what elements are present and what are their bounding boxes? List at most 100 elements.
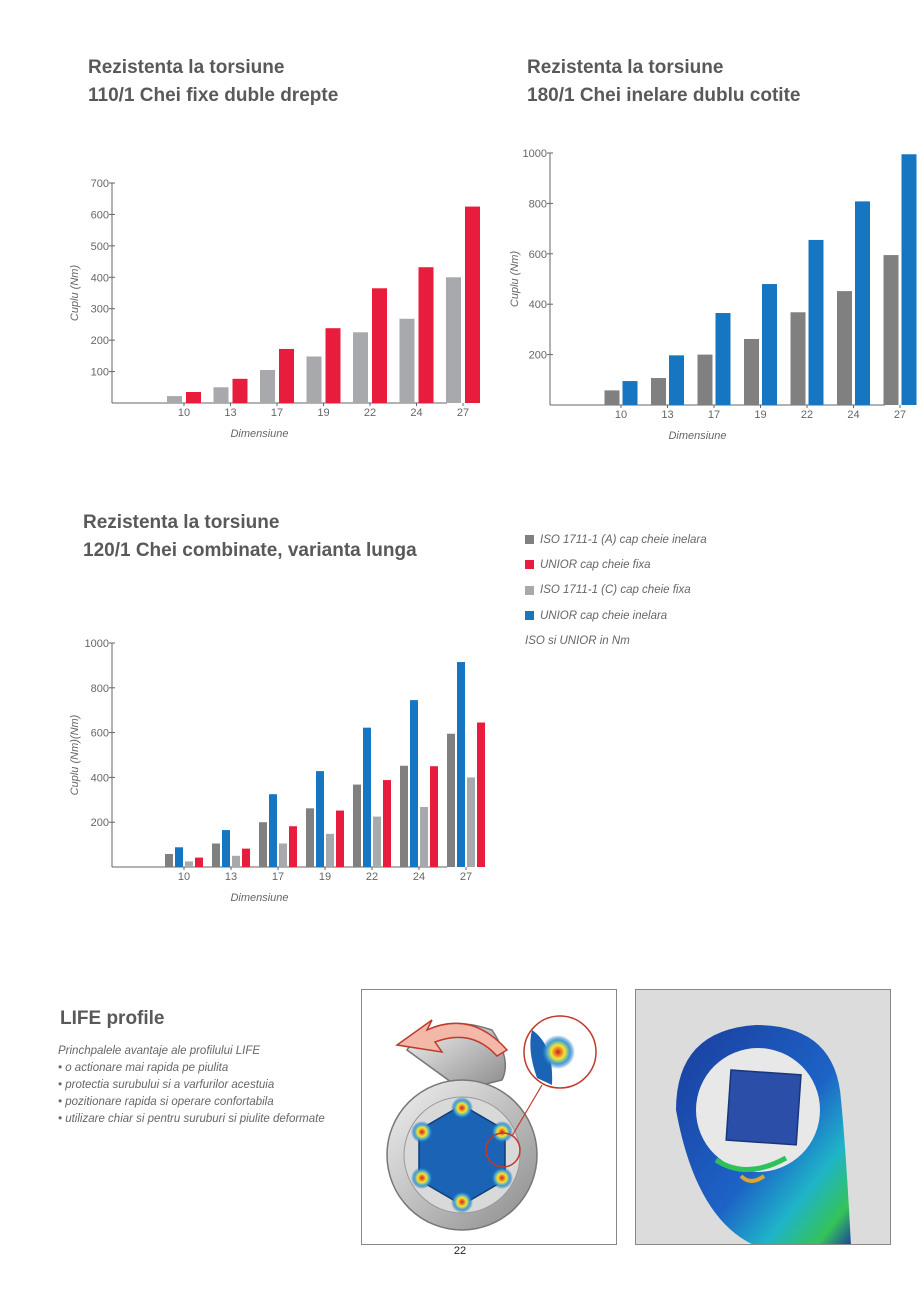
bar — [353, 332, 368, 403]
bar — [363, 727, 371, 867]
x-tick-label: 19 — [754, 409, 766, 421]
ring-wrench-drawing — [386, 1015, 597, 1231]
x-tick-label: 17 — [271, 407, 283, 419]
life-profile-text: Princhpalele avantaje ale profilului LIF… — [58, 1043, 325, 1128]
legend-swatch-unior-fixa — [525, 560, 534, 570]
chart3-title-line1: Rezistenta la torsiune — [83, 512, 280, 533]
bar — [165, 854, 173, 867]
life-bullet-1: • o actionare mai rapida pe piulita — [58, 1062, 229, 1074]
life-profile-title: LIFE profile — [60, 1008, 165, 1029]
chart1-title: Rezistenta la torsiune 110/1 Chei fixe d… — [88, 54, 338, 110]
bar — [316, 771, 324, 867]
legend-item-unior-fixa: UNIOR cap cheie fixa — [525, 552, 707, 577]
x-tick-label: 24 — [847, 409, 859, 421]
life-profile-illustration — [361, 989, 617, 1245]
stress-analysis-illustration — [635, 989, 891, 1245]
bar — [175, 847, 183, 867]
bar — [837, 291, 852, 405]
bar — [399, 318, 415, 403]
chart3-title-line2: 120/1 Chei combinate, varianta lunga — [83, 540, 417, 561]
y-tick-label: 400 — [91, 772, 109, 784]
x-tick-label: 24 — [410, 407, 422, 419]
bar — [808, 239, 824, 405]
chart1-title-line2: 110/1 Chei fixe duble drepte — [88, 85, 339, 106]
bar — [418, 267, 434, 403]
life-bullet-2: • protectia surubului si a varfurilor ac… — [58, 1079, 275, 1091]
y-tick-label: 400 — [529, 299, 547, 311]
bar — [269, 794, 277, 867]
y-axis-title: Cuplu (Nm) — [509, 251, 521, 308]
bar — [697, 354, 713, 405]
y-tick-label: 800 — [529, 198, 547, 210]
bar — [457, 662, 465, 867]
y-tick-label: 100 — [91, 367, 109, 379]
legend-swatch-iso-c — [525, 585, 534, 595]
bar — [446, 277, 461, 403]
chart2-svg: 200 400 600 800 1000 10 13 17 19 22 24 27 Dimensiune… — [509, 148, 917, 442]
bar — [883, 255, 899, 405]
y-tick-label: 200 — [91, 335, 109, 347]
y-tick-label: 1000 — [523, 148, 547, 160]
bar — [373, 816, 381, 867]
y-tick-label: 700 — [91, 178, 109, 190]
bar — [336, 810, 344, 867]
legend-label-unior-fixa: UNIOR cap cheie fixa — [540, 558, 651, 571]
life-bullet-3: • pozitionare rapida si operare conforta… — [58, 1096, 274, 1108]
bar — [289, 826, 297, 867]
y-tick-label: 200 — [529, 350, 547, 362]
bar — [651, 378, 666, 405]
y-tick-label: 600 — [529, 249, 547, 261]
x-axis-title: Dimensiune — [668, 430, 726, 442]
bar — [279, 843, 287, 867]
bar — [430, 766, 438, 867]
bar — [242, 848, 250, 867]
bar — [306, 808, 314, 867]
x-tick-label: 10 — [178, 407, 190, 419]
y-axis-title: Cuplu (Nm)(Nm) — [69, 714, 81, 795]
chart2-title-line1: Rezistenta la torsiune — [527, 57, 724, 78]
bar — [855, 201, 870, 405]
bar — [744, 338, 759, 405]
x-tick-label: 22 — [801, 409, 813, 421]
x-tick-label: 10 — [178, 871, 190, 883]
square-nut — [725, 1069, 802, 1146]
legend-item-iso-a: ISO 1711-1 (A) cap cheie inelara — [525, 527, 707, 552]
bar — [383, 780, 391, 867]
y-tick-label: 600 — [91, 209, 109, 221]
chart3-svg: 200 400 600 800 1000 10 13 17 19 22 24 27 Dimensiune… — [69, 638, 485, 904]
life-intro: Princhpalele avantaje ale profilului LIF… — [58, 1045, 261, 1057]
x-tick-label: 19 — [317, 407, 329, 419]
bar — [306, 356, 322, 403]
legend-item-unior-inelara: UNIOR cap cheie inelara — [525, 603, 707, 628]
bar — [186, 392, 201, 403]
bar — [400, 765, 408, 867]
bar — [167, 396, 182, 403]
bar — [326, 833, 334, 867]
x-tick-label: 13 — [224, 407, 236, 419]
y-axis-title: Cuplu (Nm) — [69, 265, 81, 322]
legend-label-unior-inelara: UNIOR cap cheie inelara — [540, 609, 668, 622]
stress-analysis-drawing — [676, 1025, 851, 1244]
y-tick-label: 200 — [91, 817, 109, 829]
bar — [901, 154, 917, 405]
rotation-arrow — [395, 1019, 509, 1057]
x-axis-title: Dimensiune — [230, 428, 288, 440]
chart3-title: Rezistenta la torsiune 120/1 Chei combin… — [83, 509, 417, 565]
bar — [259, 822, 267, 867]
x-tick-label: 13 — [225, 871, 237, 883]
chart2-title: Rezistenta la torsiune 180/1 Chei inelar… — [527, 54, 800, 110]
legend-item-iso-c: ISO 1711-1 (C) cap cheie fixa — [525, 578, 707, 603]
legend-label-iso-c: ISO 1711-1 (C) cap cheie fixa — [540, 584, 691, 597]
legend-label-iso-a: ISO 1711-1 (A) cap cheie inelara — [540, 533, 707, 546]
x-tick-label: 19 — [319, 871, 331, 883]
bar — [185, 861, 193, 867]
bar — [410, 700, 418, 867]
y-tick-label: 500 — [91, 241, 109, 253]
legend: ISO 1711-1 (A) cap cheie inelara UNIOR c… — [525, 527, 707, 653]
bar — [477, 722, 485, 867]
chart1-svg: 100 200 300 400 500 600 700 10 13 17 19 22 24 27 Dimen… — [69, 178, 480, 440]
bar — [353, 784, 361, 867]
legend-note: ISO si UNIOR in Nm — [525, 634, 630, 647]
bar — [222, 830, 230, 867]
bar — [669, 355, 684, 405]
